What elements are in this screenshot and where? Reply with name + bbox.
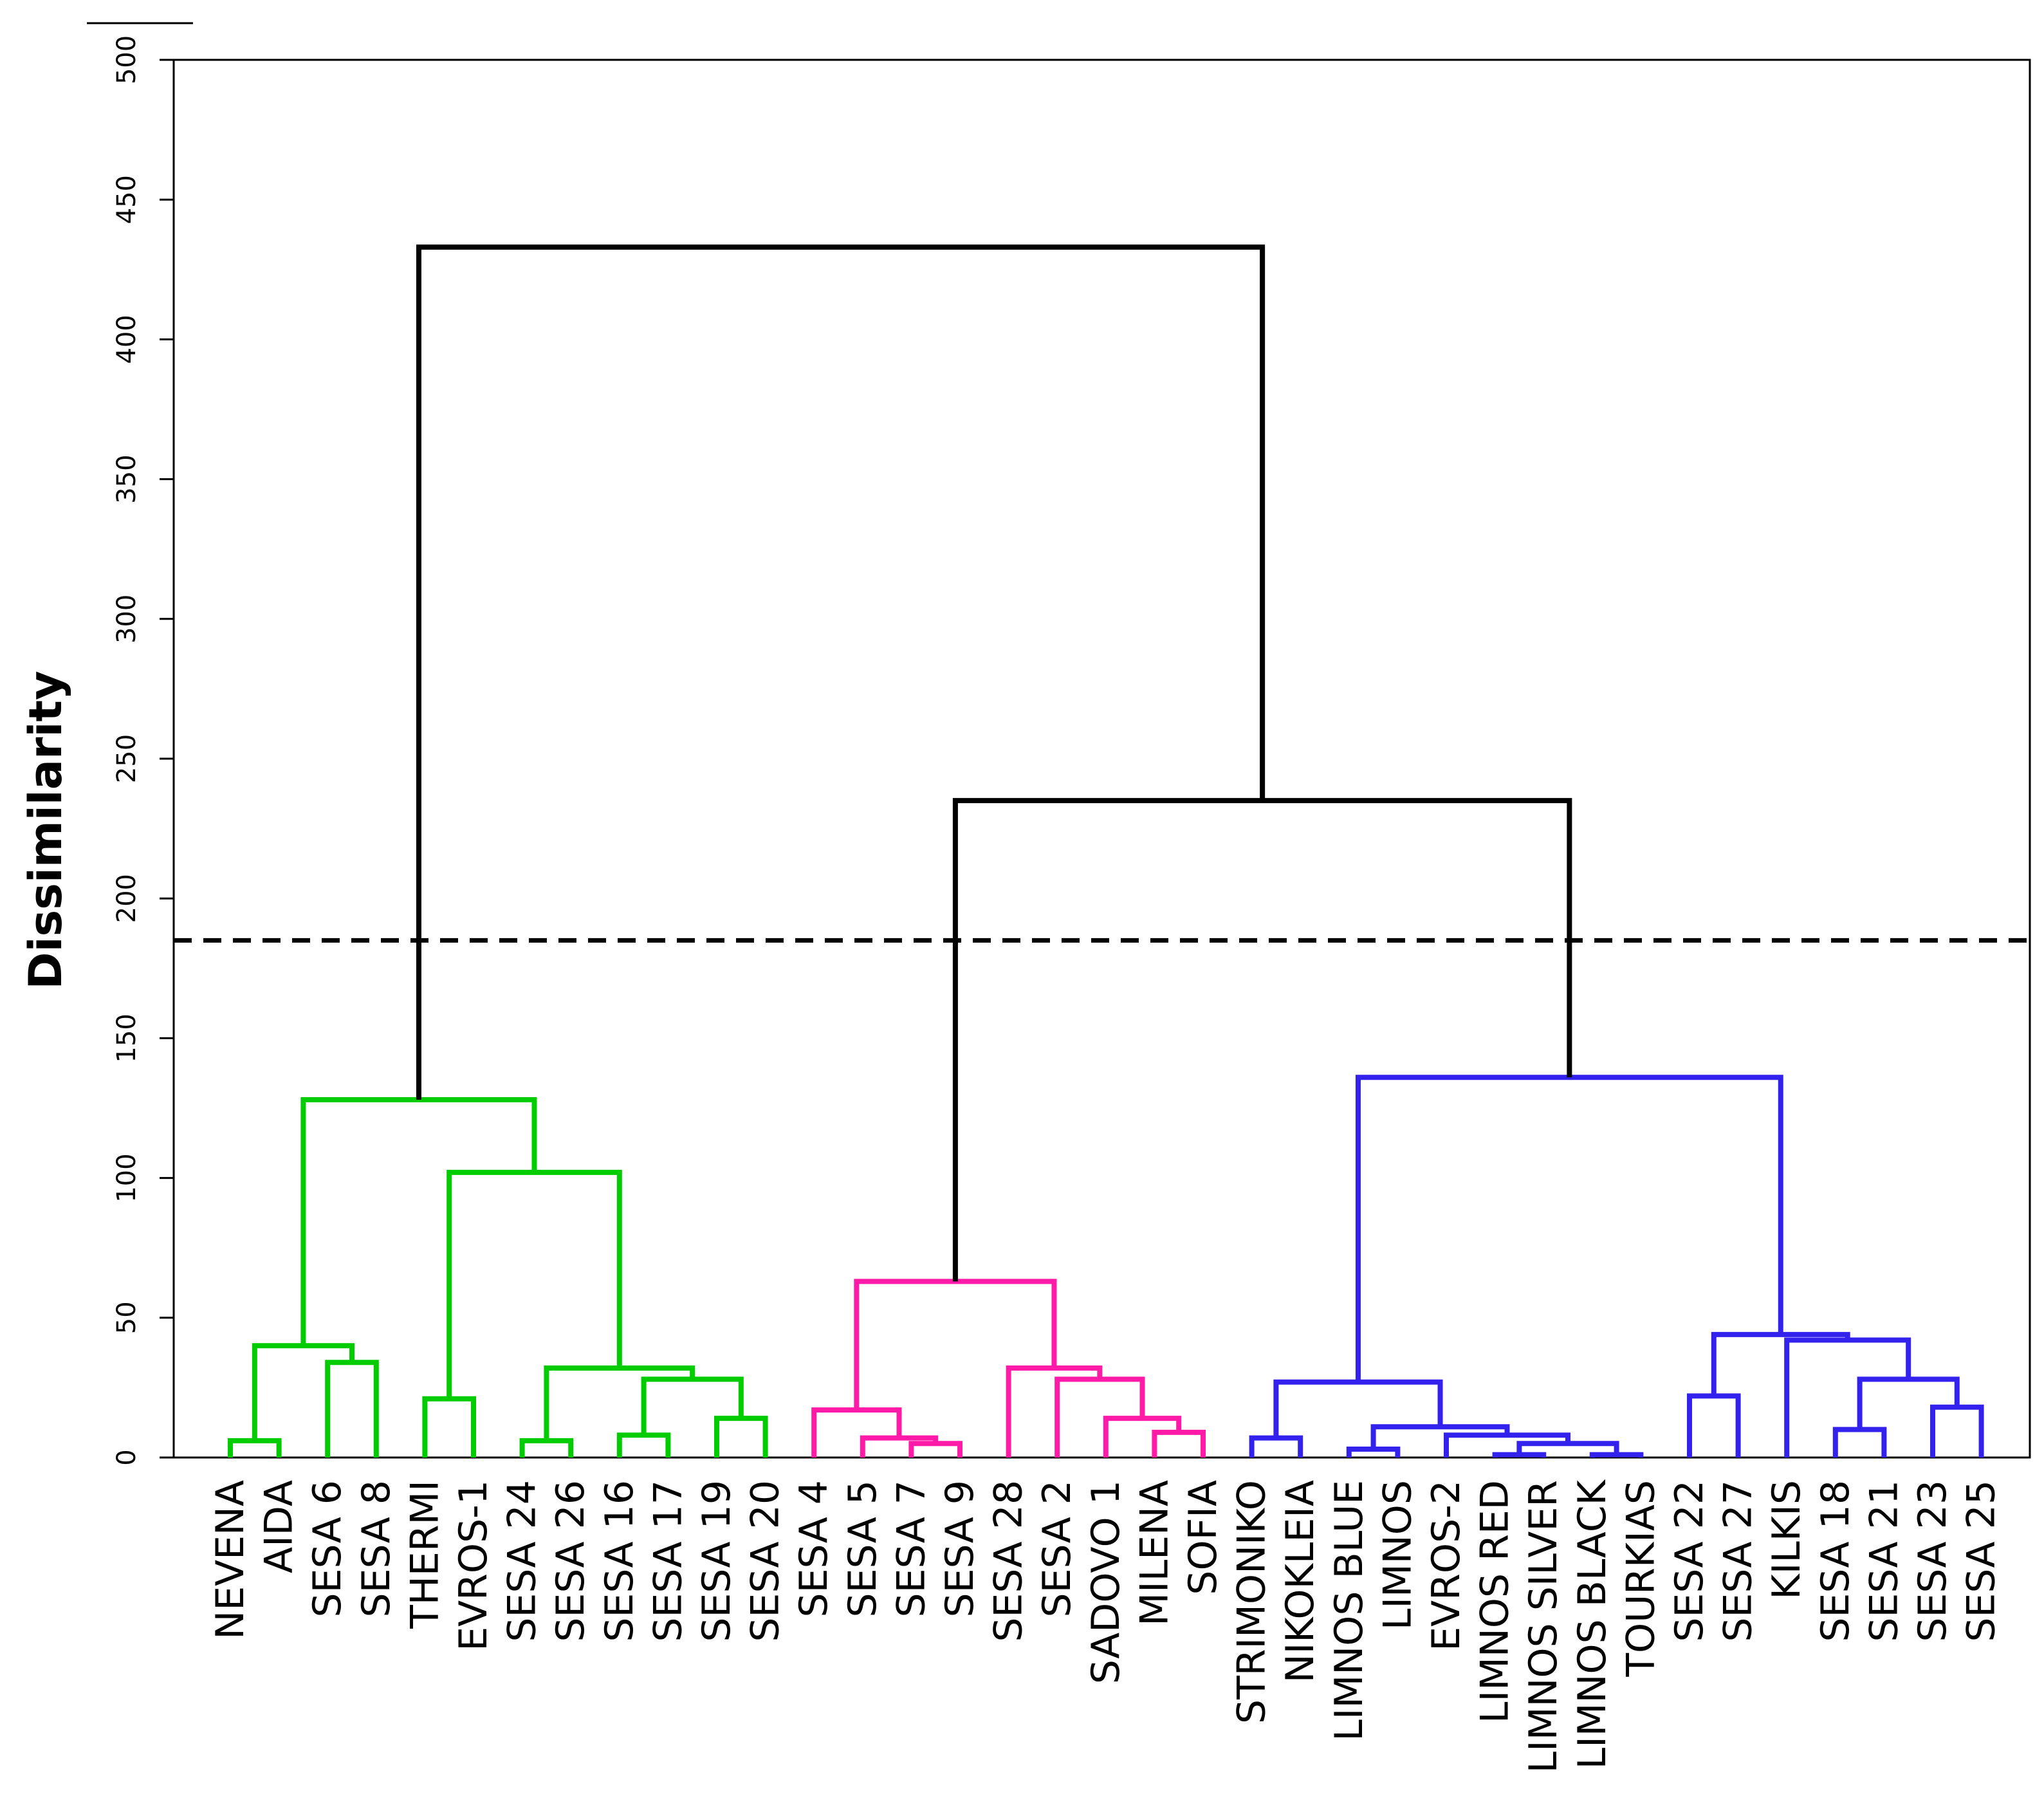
leaf-label: KILKIS — [1764, 1480, 1809, 1600]
dendrogram-link — [860, 1435, 939, 1458]
dendrogram-link — [1355, 1075, 1783, 1382]
y-tick-label: 300 — [112, 595, 142, 643]
dendrogram-links — [228, 245, 1984, 1458]
dendrogram-link — [1054, 1376, 1145, 1458]
dendrogram-link — [1589, 1452, 1644, 1458]
y-tick-label: 50 — [112, 1301, 142, 1334]
dendrogram-link — [1103, 1416, 1182, 1458]
leaf-label: SESA 21 — [1861, 1480, 1906, 1642]
dendrogram-link — [1492, 1452, 1547, 1458]
dendrogram-link — [1857, 1376, 1960, 1430]
leaf-label: SESA 20 — [743, 1480, 788, 1642]
leaf-label: SESA 18 — [1813, 1480, 1858, 1642]
dendrogram-link — [416, 245, 1266, 1100]
leaf-label: NEVENA — [208, 1480, 253, 1640]
leaf-label: SESA 25 — [1959, 1480, 2004, 1642]
leaf-label: LIMNOS SILVER — [1521, 1480, 1566, 1773]
leaf-labels: NEVENA AIDA SESA 6 SESA 8 THERMI EVROS-1 SESA … — [208, 1479, 2004, 1773]
leaf-label: SESA 23 — [1910, 1480, 1955, 1642]
dendrogram-link — [1687, 1393, 1741, 1458]
leaf-label: SADOVO 1 — [1083, 1480, 1128, 1684]
dendrogram-link — [616, 1432, 671, 1458]
leaf-label: LIMNOS BLUE — [1327, 1480, 1372, 1741]
leaf-label: SESA 27 — [1716, 1480, 1761, 1642]
y-tick-label: 350 — [112, 454, 142, 503]
leaf-label: SESA 8 — [354, 1480, 399, 1618]
leaf-label: SESA 19 — [694, 1480, 739, 1642]
dendrogram-link — [1930, 1404, 1984, 1458]
leaf-label: EVROS-2 — [1424, 1480, 1469, 1651]
dendrogram-link — [1444, 1432, 1570, 1458]
dendrogram-link — [1273, 1379, 1443, 1438]
dendrogram-link — [519, 1438, 574, 1458]
y-tick-label: 150 — [112, 1013, 142, 1062]
dendrogram-link — [1152, 1429, 1206, 1458]
dendrogram-link — [228, 1438, 282, 1458]
leaf-label: SESA 9 — [937, 1480, 982, 1618]
leaf-label: NIKOKLEIA — [1278, 1480, 1323, 1683]
leaf-label: SESA 7 — [888, 1480, 934, 1618]
dendrogram-link — [1784, 1337, 1911, 1458]
dendrogram-link — [854, 1279, 1057, 1411]
leaf-label: SESA 6 — [305, 1480, 350, 1618]
y-tick-label: 100 — [112, 1153, 142, 1202]
leaf-label: THERMI — [402, 1480, 447, 1629]
leaf-label: SESA 16 — [597, 1480, 642, 1642]
dendrogram-link — [300, 1097, 537, 1346]
leaf-label: SESA 17 — [645, 1480, 690, 1642]
dendrogram-link — [908, 1441, 962, 1458]
dendrogram-link — [1346, 1446, 1401, 1458]
leaf-label: SESA 4 — [791, 1480, 836, 1618]
dendrogram-link — [422, 1396, 476, 1458]
leaf-label: STRIMONIKO — [1229, 1480, 1275, 1724]
leaf-label: SESA 5 — [840, 1480, 885, 1618]
dendrogram-link — [1370, 1424, 1510, 1449]
dendrogram-link — [714, 1416, 768, 1458]
dendrogram-link — [1832, 1427, 1887, 1458]
dendrogram-link — [811, 1407, 902, 1458]
leaf-label: TOURKIAS — [1618, 1480, 1663, 1678]
y-tick-label: 500 — [112, 35, 142, 84]
leaf-label: LIMNOS BLACK — [1570, 1479, 1615, 1769]
leaf-label: SESA 22 — [1667, 1480, 1712, 1642]
leaf-label: LIMNOS — [1375, 1480, 1420, 1630]
dendrogram-link — [952, 798, 1572, 1282]
leaf-label: SESA 2 — [1035, 1480, 1080, 1618]
leaf-label: SESA 26 — [548, 1480, 593, 1642]
dendrogram-link — [641, 1376, 744, 1436]
y-tick-label: 0 — [112, 1449, 142, 1465]
leaf-label: AIDA — [257, 1480, 302, 1573]
plot-frame — [172, 59, 2031, 1459]
y-tick-label: 450 — [112, 175, 142, 224]
y-axis: 0 50 100 150 200 250 300 350 400 450 500 — [112, 35, 174, 1466]
dendrogram-link — [1711, 1331, 1850, 1396]
y-tick-label: 250 — [112, 734, 142, 783]
leaf-label: LIMNOS RED — [1473, 1480, 1518, 1723]
leaf-label: EVROS-1 — [451, 1480, 496, 1651]
y-axis-title: Dissimilarity — [19, 671, 72, 989]
dendrogram-link — [325, 1360, 379, 1458]
y-tick-label: 200 — [112, 874, 142, 923]
dendrogram-link — [447, 1169, 622, 1399]
leaf-label: MILENA — [1132, 1480, 1177, 1626]
leaf-label: SESA 28 — [986, 1480, 1031, 1642]
leaf-label: SESA 24 — [500, 1480, 545, 1642]
dendrogram-link — [1249, 1435, 1303, 1458]
leaf-label: SOFIA — [1181, 1480, 1226, 1595]
y-tick-label: 400 — [112, 315, 142, 364]
